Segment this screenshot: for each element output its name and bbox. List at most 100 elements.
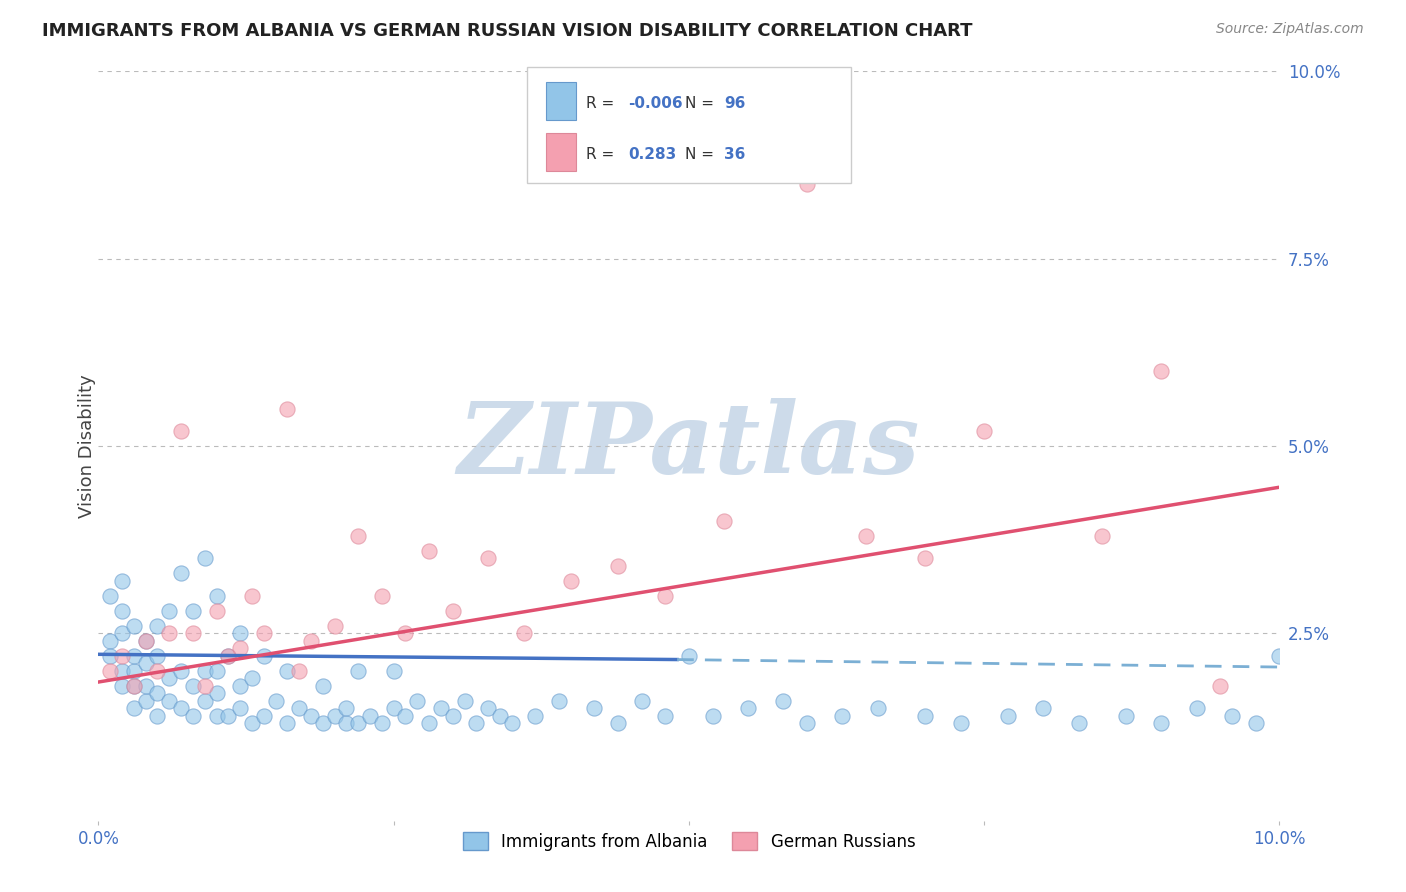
Point <box>229 679 252 693</box>
Point <box>181 679 204 693</box>
Point <box>98 633 121 648</box>
Point <box>205 708 228 723</box>
Point <box>630 694 652 708</box>
Point <box>1244 716 1267 731</box>
Point <box>205 686 228 700</box>
Point <box>1209 679 1232 693</box>
Point <box>240 671 263 685</box>
Point <box>98 664 121 678</box>
Point <box>560 574 582 588</box>
Point <box>194 694 217 708</box>
Text: N =: N = <box>685 147 714 162</box>
Point <box>264 694 287 708</box>
Point <box>276 716 298 731</box>
Point <box>1115 708 1137 723</box>
Point <box>181 604 204 618</box>
Point <box>312 716 335 731</box>
Text: -0.006: -0.006 <box>628 96 683 111</box>
Point <box>335 716 357 731</box>
Point <box>111 626 134 640</box>
Point <box>1268 648 1291 663</box>
Point <box>548 694 571 708</box>
Point <box>914 708 936 723</box>
Point <box>347 529 370 543</box>
Point <box>441 604 464 618</box>
Point <box>146 686 169 700</box>
Point <box>157 694 180 708</box>
Point <box>205 604 228 618</box>
Point <box>607 716 630 731</box>
Point <box>253 648 276 663</box>
Point <box>394 708 416 723</box>
Point <box>194 664 217 678</box>
Point <box>465 716 488 731</box>
Point <box>157 671 180 685</box>
Point <box>477 551 499 566</box>
Point <box>98 648 121 663</box>
Point <box>299 708 322 723</box>
Point <box>453 694 475 708</box>
Point <box>146 664 169 678</box>
Point <box>135 694 157 708</box>
Point <box>122 679 145 693</box>
Text: 96: 96 <box>724 96 745 111</box>
Point <box>855 529 877 543</box>
Point <box>122 664 145 678</box>
Point <box>831 708 853 723</box>
Point <box>382 664 405 678</box>
Point <box>1091 529 1114 543</box>
Point <box>135 657 157 671</box>
Point <box>205 589 228 603</box>
Point <box>406 694 429 708</box>
Point <box>135 633 157 648</box>
Point <box>217 648 239 663</box>
Point <box>796 716 818 731</box>
Point <box>524 708 547 723</box>
Point <box>583 701 606 715</box>
Point <box>217 708 239 723</box>
Point <box>323 708 346 723</box>
Point <box>1185 701 1208 715</box>
Point <box>654 589 676 603</box>
Point <box>122 701 145 715</box>
Point <box>418 544 440 558</box>
Point <box>240 589 263 603</box>
Point <box>299 633 322 648</box>
Point <box>607 558 630 573</box>
Point <box>229 701 252 715</box>
Y-axis label: Vision Disability: Vision Disability <box>79 374 96 518</box>
Point <box>702 708 724 723</box>
Point <box>772 694 794 708</box>
Point <box>654 708 676 723</box>
Point <box>194 551 217 566</box>
Point <box>122 619 145 633</box>
Point <box>382 701 405 715</box>
Point <box>229 641 252 656</box>
Point <box>111 574 134 588</box>
Point <box>111 664 134 678</box>
Point <box>371 589 394 603</box>
Point <box>1150 716 1173 731</box>
Point <box>713 514 735 528</box>
Point <box>135 633 157 648</box>
Text: R =: R = <box>586 96 620 111</box>
Point <box>477 701 499 715</box>
Point <box>157 604 180 618</box>
Point <box>796 177 818 191</box>
Point <box>1032 701 1054 715</box>
Point <box>359 708 381 723</box>
Point <box>181 626 204 640</box>
Point <box>135 679 157 693</box>
Point <box>146 619 169 633</box>
Point <box>157 626 180 640</box>
Point <box>122 648 145 663</box>
Text: 36: 36 <box>724 147 745 162</box>
Point <box>253 626 276 640</box>
Point <box>288 701 311 715</box>
Point <box>146 708 169 723</box>
Point <box>111 648 134 663</box>
Point <box>229 626 252 640</box>
Point <box>371 716 394 731</box>
Point <box>418 716 440 731</box>
Point <box>181 708 204 723</box>
